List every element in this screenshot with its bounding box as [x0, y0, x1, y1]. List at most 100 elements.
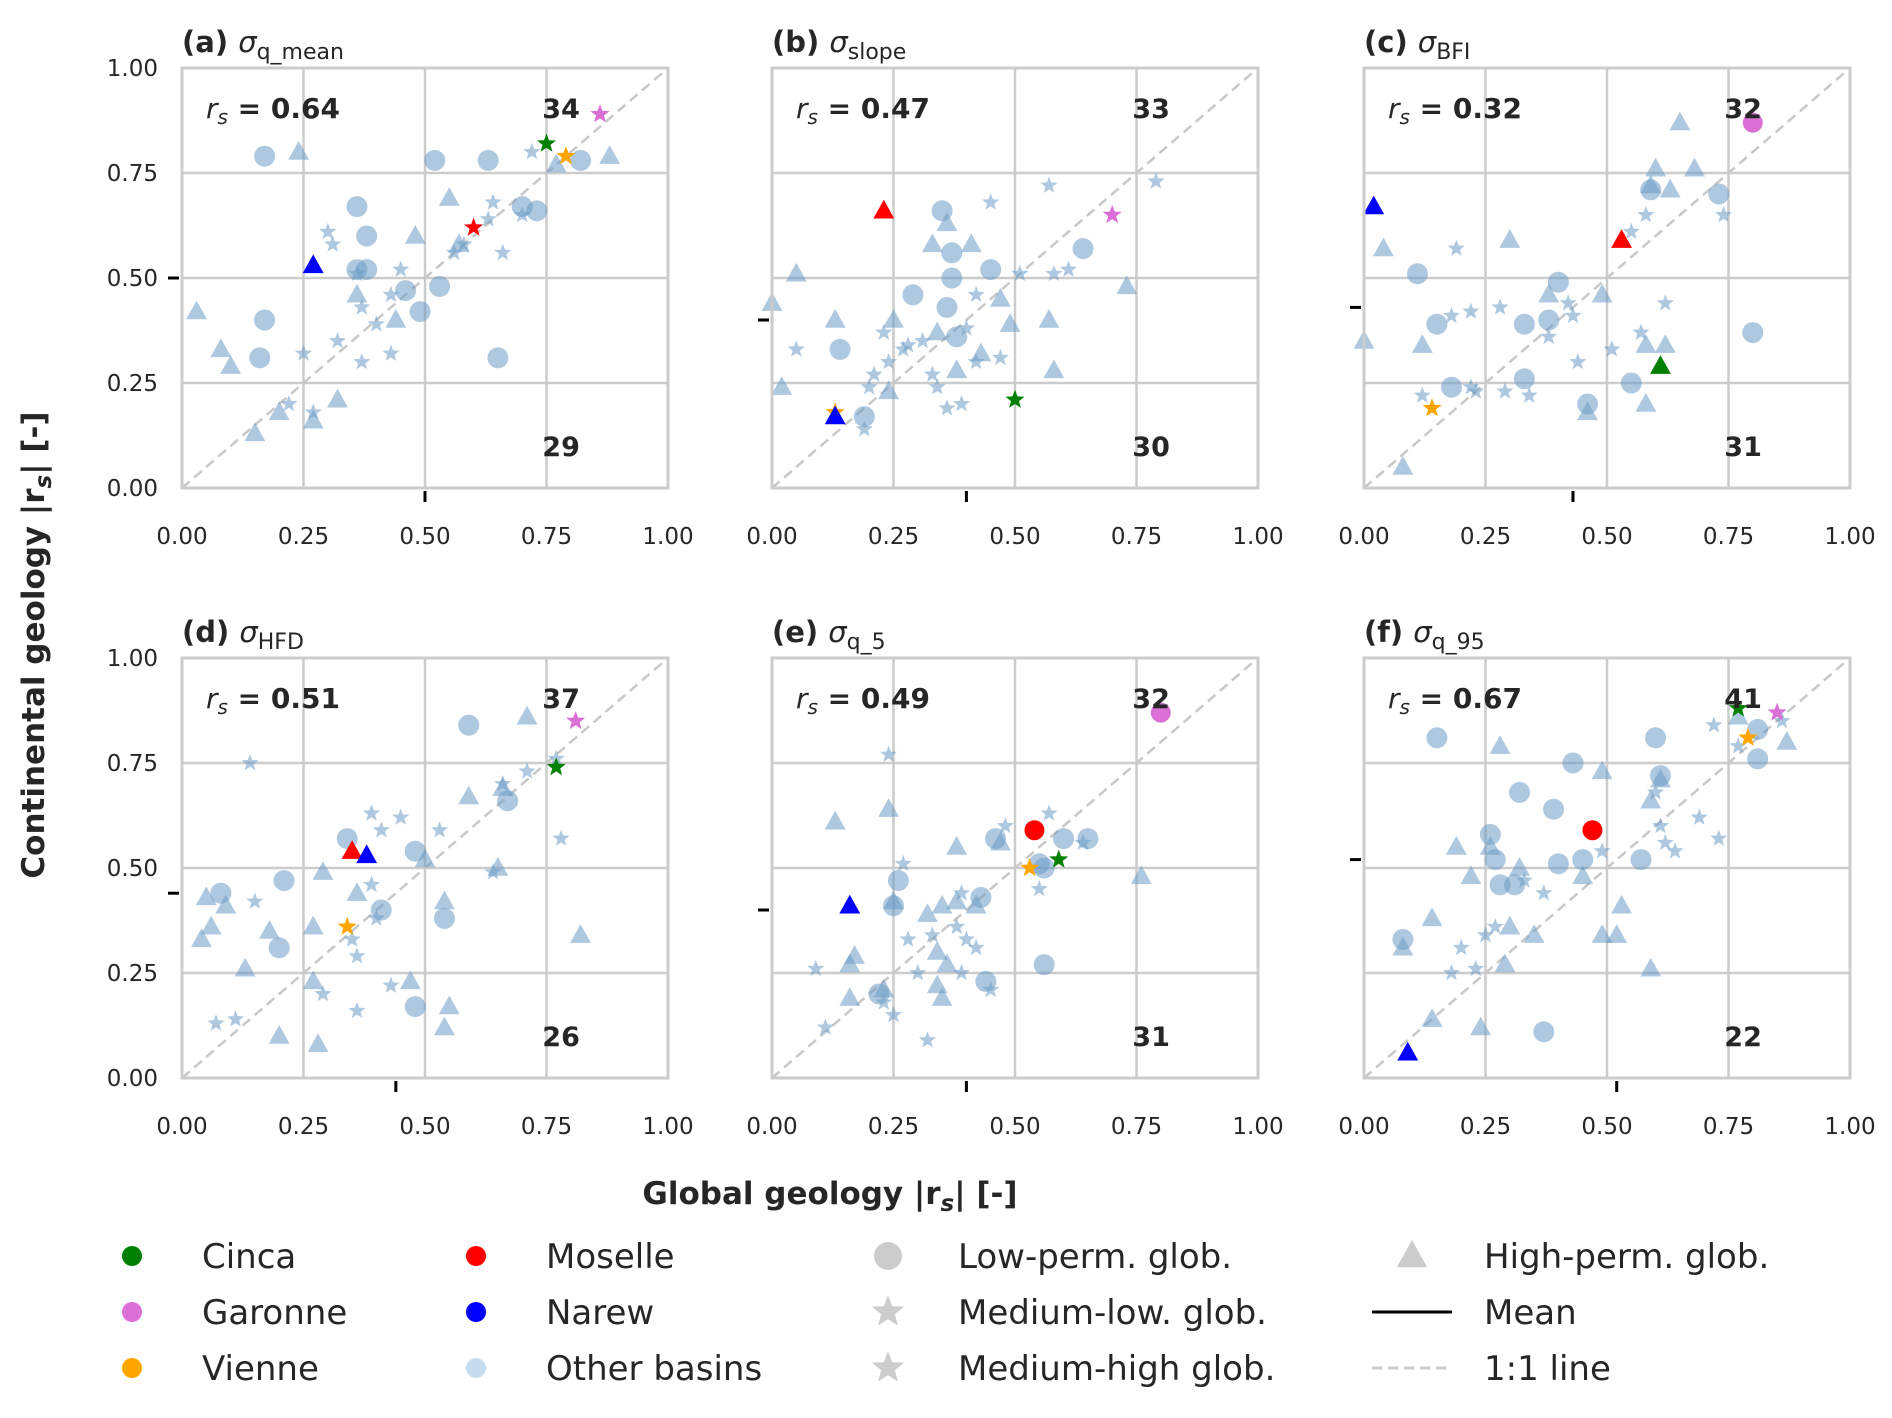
data-point [424, 149, 446, 171]
data-point [1635, 393, 1657, 412]
data-point [855, 420, 873, 437]
data-point [438, 995, 460, 1015]
data-point [570, 149, 592, 171]
x-tick-label: 0.50 [399, 1114, 450, 1140]
count-lower: 31 [1724, 432, 1762, 463]
x-tick-label: 0.25 [1460, 1114, 1511, 1140]
data-point [1654, 334, 1676, 353]
data-point [433, 907, 455, 929]
panel-a: 0.00 0.00 0.25 0.25 0.50 0.50 0.75 0.75 1.00 1.00… [107, 25, 694, 550]
data-point [302, 970, 324, 990]
axes-frame [180, 656, 670, 1080]
data-point [484, 193, 502, 210]
data-point [409, 301, 431, 323]
data-point [1572, 865, 1594, 885]
x-tick-label: 0.00 [1338, 524, 1389, 550]
data-point [458, 714, 480, 736]
point-garonne [590, 104, 610, 123]
panel-c: 0.00 0.25 0.50 0.75 1.00 (c) σBFI rs = 0.32 32 3… [1338, 25, 1875, 550]
data-point [363, 804, 381, 821]
data-point [1632, 323, 1650, 340]
data-point [960, 233, 982, 253]
data-point [1045, 264, 1063, 282]
data-point [382, 976, 400, 993]
data-point [875, 993, 893, 1010]
data-point [458, 785, 480, 805]
legend-label-narew: Narew [546, 1293, 654, 1333]
y-tick-label: 0.00 [107, 1066, 158, 1092]
data-point [1538, 283, 1560, 303]
data-point [494, 775, 512, 792]
data-point [241, 754, 259, 771]
data-point [226, 1010, 244, 1027]
data-point [254, 309, 276, 331]
data-point [1494, 953, 1516, 973]
data-point [348, 947, 366, 964]
x-tick-label: 1.00 [642, 1114, 693, 1140]
one-to-one-line [181, 657, 669, 1079]
data-point [909, 964, 927, 981]
data-point [999, 313, 1021, 332]
data-point [989, 831, 1011, 851]
axes-frame [180, 66, 670, 490]
point-narew [1363, 195, 1385, 215]
x-tick-label: 0.25 [868, 524, 919, 550]
data-point [1651, 817, 1669, 834]
data-point [319, 222, 337, 240]
data-point [367, 909, 385, 926]
data-point [1538, 309, 1560, 331]
data-point [445, 243, 463, 261]
y-tick-label: 0.50 [107, 266, 158, 292]
panel-b: 0.00 0.25 0.50 0.75 1.00 (b) σslope rs = 0.47 3… [746, 25, 1283, 550]
data-point [860, 378, 878, 395]
data-point [190, 928, 212, 948]
data-point [1460, 865, 1482, 885]
data-point [936, 953, 958, 973]
data-point [234, 957, 256, 977]
data-point [1043, 359, 1065, 379]
data-point [1033, 954, 1055, 976]
data-point [487, 347, 509, 369]
data-point [923, 365, 941, 382]
data-point [1742, 322, 1764, 344]
point-garonne [1742, 112, 1763, 133]
data-point [268, 937, 290, 959]
data-point [346, 882, 368, 901]
data-point [1710, 829, 1728, 846]
y-tick-label: 1.00 [107, 56, 158, 82]
data-point [1447, 239, 1465, 256]
data-point [1074, 833, 1092, 851]
x-tick-label: 0.50 [989, 524, 1040, 550]
x-axis-label: Global geology |rs| [-] [642, 1176, 1017, 1217]
data-point [989, 288, 1011, 307]
data-point [899, 930, 917, 947]
data-point [1421, 907, 1443, 927]
data-point [894, 854, 912, 872]
data-point [1130, 865, 1152, 885]
data-point [254, 145, 276, 167]
data-point [404, 225, 426, 244]
data-point [824, 309, 846, 328]
data-point [1515, 871, 1533, 888]
x-tick-label: 0.50 [1581, 524, 1632, 550]
data-point [1059, 260, 1077, 277]
point-garonne [1102, 205, 1122, 224]
data-point [1462, 378, 1480, 395]
data-point [516, 705, 538, 725]
legend-label-line: High-perm. glob. [1484, 1237, 1769, 1277]
data-point [404, 996, 426, 1018]
data-point [246, 892, 264, 909]
data-point [880, 353, 898, 370]
data-point [348, 1001, 366, 1019]
data-point [353, 353, 371, 370]
data-point [865, 365, 883, 382]
data-point [931, 987, 953, 1006]
axes-frame [1362, 66, 1852, 490]
data-point [1030, 880, 1048, 897]
data-point [965, 894, 987, 914]
data-point [1656, 833, 1674, 851]
legend-label-cinca: Cinca [202, 1237, 296, 1277]
data-point [1715, 206, 1733, 223]
data-point [302, 915, 324, 935]
